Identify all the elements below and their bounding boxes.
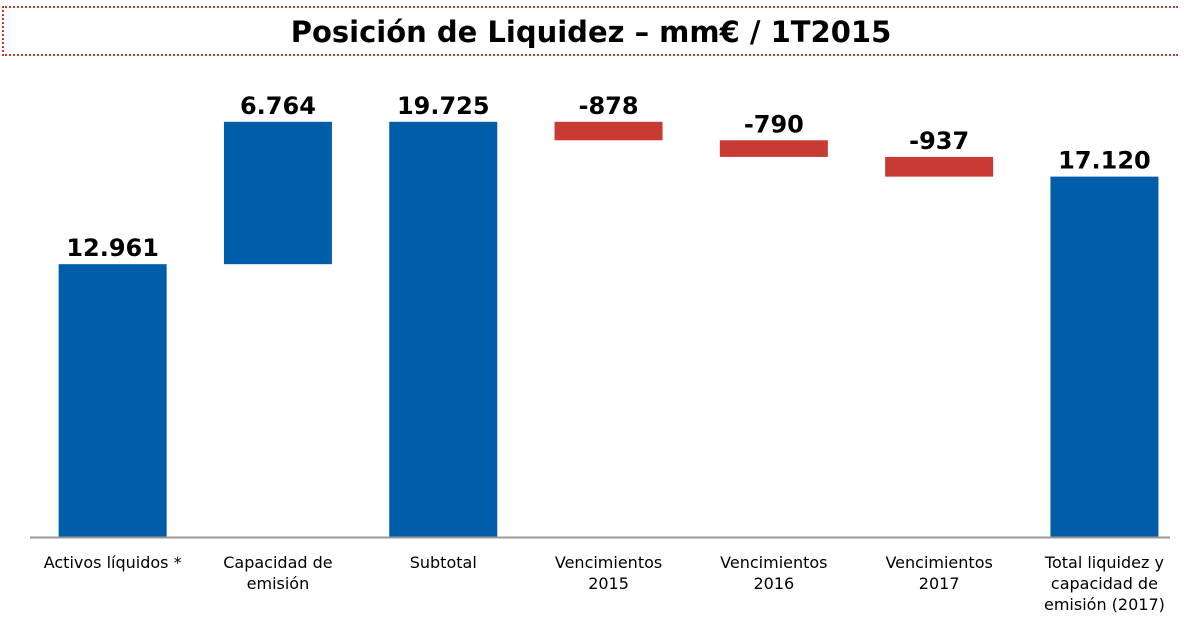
value-label: 12.961 [66, 234, 159, 262]
bar [554, 121, 663, 141]
x-tick-label: Capacidad de emisión [223, 553, 333, 593]
x-tick-label: Vencimientos 2015 [554, 553, 663, 593]
bar [58, 264, 167, 537]
value-label: -790 [744, 110, 804, 138]
bar [1050, 176, 1159, 537]
value-label: -878 [579, 92, 639, 120]
value-label: 6.764 [240, 92, 316, 120]
bar [885, 156, 994, 177]
x-tick-label: Activos líquidos * [43, 553, 182, 572]
value-label: 17.120 [1058, 147, 1151, 175]
x-tick-label: Vencimientos 2017 [885, 553, 993, 593]
value-label: -937 [909, 127, 969, 155]
x-tick-label: Total liquidez y capacidad de emisión (2… [1044, 553, 1165, 614]
x-tick-label: Subtotal [409, 553, 477, 572]
x-tick-label: Vencimientos 2016 [720, 553, 828, 593]
value-label: 19.725 [397, 92, 490, 120]
bar [719, 140, 828, 157]
bar [223, 121, 332, 265]
bar [389, 121, 498, 537]
chart-title: Posición de Liquidez – mm€ / 1T2015 [2, 6, 1178, 56]
